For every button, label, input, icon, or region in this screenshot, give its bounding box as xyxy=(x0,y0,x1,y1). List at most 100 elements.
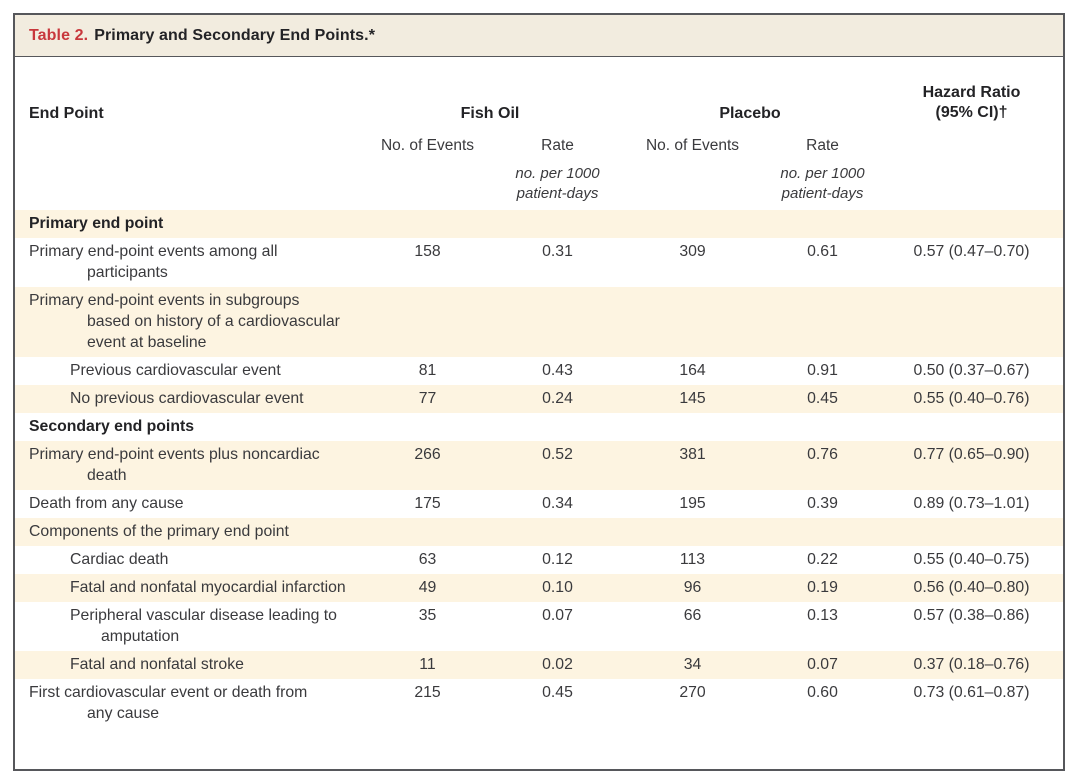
endpoint-label: Death from any cause xyxy=(29,495,184,512)
fish-oil-rate-cell: 0.31 xyxy=(542,243,573,260)
hazard-ratio-line1: Hazard Ratio xyxy=(922,84,1021,101)
placebo-events-cell: 195 xyxy=(679,495,706,512)
placebo-rate-cell: 0.19 xyxy=(807,579,838,596)
placebo-rate-header: Rate xyxy=(806,137,839,154)
endpoint-cell: Primary end point xyxy=(15,213,360,234)
hazard-ratio-cell: 0.55 (0.40–0.76) xyxy=(913,390,1030,407)
spacer xyxy=(360,164,495,204)
header-group-row: End Point Fish Oil Placebo Hazard Ratio … xyxy=(15,83,1063,123)
endpoint-cell: First cardiovascular event or death from… xyxy=(15,682,360,724)
endpoint-cell: Primary end-point events plus noncardiac… xyxy=(15,444,360,486)
table-body: Primary end point Primary end-point even… xyxy=(15,210,1063,769)
table-row: Peripheral vascular disease leading to a… xyxy=(15,602,1063,651)
endpoint-label: Components of the primary end point xyxy=(29,523,289,540)
table-row: Fatal and nonfatal stroke 11 0.02 34 0.0… xyxy=(15,651,1063,679)
table-row: Secondary end points xyxy=(15,413,1063,441)
fish-oil-rate-cell: 0.34 xyxy=(542,495,573,512)
fish-oil-rate-cell: 0.52 xyxy=(542,446,573,463)
spacer xyxy=(15,164,360,204)
hazard-ratio-cell: 0.77 (0.65–0.90) xyxy=(913,446,1030,463)
hazard-ratio-cell: 0.56 (0.40–0.80) xyxy=(913,579,1030,596)
endpoint-cell: Fatal and nonfatal stroke xyxy=(15,654,360,675)
fish-oil-rate-cell: 0.24 xyxy=(542,390,573,407)
fish-oil-events-header: No. of Events xyxy=(380,137,475,154)
placebo-events-cell: 34 xyxy=(683,656,702,673)
table-row: No previous cardiovascular event 77 0.24… xyxy=(15,385,1063,413)
table-row: Previous cardiovascular event 81 0.43 16… xyxy=(15,357,1063,385)
placebo-events-cell: 381 xyxy=(679,446,706,463)
endpoint-label: Primary end-point events in subgroups ba… xyxy=(29,292,340,351)
endpoint-cell: Primary end-point events among all parti… xyxy=(15,241,360,283)
placebo-rate-cell: 0.61 xyxy=(807,243,838,260)
table-header: End Point Fish Oil Placebo Hazard Ratio … xyxy=(15,57,1063,210)
endpoint-label: Cardiac death xyxy=(70,551,169,568)
fish-oil-rate-cell: 0.07 xyxy=(542,607,573,624)
fish-oil-events-cell: 266 xyxy=(414,446,441,463)
placebo-events-cell: 66 xyxy=(683,607,702,624)
table-title-bar: Table 2. Primary and Secondary End Point… xyxy=(15,15,1063,57)
endpoint-cell: Cardiac death xyxy=(15,549,360,570)
endpoint-label: Primary end-point events among all parti… xyxy=(29,243,278,281)
placebo-events-header: No. of Events xyxy=(645,137,740,154)
header-units-row: no. per 1000 patient-days no. per 1000 p… xyxy=(15,164,1063,204)
endpoint-cell: Components of the primary end point xyxy=(15,521,360,542)
placebo-events-cell: 113 xyxy=(679,551,706,568)
endpoint-cell: Death from any cause xyxy=(15,493,360,514)
placebo-rate-cell: 0.76 xyxy=(807,446,838,463)
endpoint-label: Peripheral vascular disease leading to a… xyxy=(70,607,337,645)
fish-oil-events-cell: 77 xyxy=(418,390,437,407)
fish-oil-rate-cell: 0.10 xyxy=(542,579,573,596)
col-header-hazard-ratio: Hazard Ratio (95% CI)† xyxy=(880,83,1063,123)
header-subcolumn-row: No. of Events Rate No. of Events Rate xyxy=(15,137,1063,155)
fish-oil-rate-cell: 0.12 xyxy=(542,551,573,568)
spacer xyxy=(880,164,1063,204)
hazard-ratio-line2: (95% CI)† xyxy=(935,104,1008,121)
table-title-text: Primary and Secondary End Points.* xyxy=(94,26,376,44)
fish-oil-events-cell: 158 xyxy=(414,243,441,260)
placebo-rate-cell: 0.45 xyxy=(807,390,838,407)
fish-oil-events-cell: 215 xyxy=(414,684,441,701)
fish-oil-rate-header: Rate xyxy=(541,137,574,154)
col-header-fish-oil: Fish Oil xyxy=(460,105,520,122)
endpoint-cell: Peripheral vascular disease leading to a… xyxy=(15,605,360,647)
hazard-ratio-cell: 0.57 (0.38–0.86) xyxy=(913,607,1030,624)
endpoint-label: Primary end-point events plus noncardiac… xyxy=(29,446,320,484)
placebo-rate-cell: 0.07 xyxy=(807,656,838,673)
hazard-ratio-cell: 0.50 (0.37–0.67) xyxy=(913,362,1030,379)
endpoint-label: First cardiovascular event or death from… xyxy=(29,684,308,722)
col-header-placebo: Placebo xyxy=(719,105,781,122)
placebo-events-cell: 145 xyxy=(679,390,706,407)
table-row: First cardiovascular event or death from… xyxy=(15,679,1063,728)
table-row: Cardiac death 63 0.12 113 0.22 0.55 (0.4… xyxy=(15,546,1063,574)
fish-oil-events-cell: 11 xyxy=(419,656,436,673)
endpoint-label: No previous cardiovascular event xyxy=(70,390,304,407)
table-row: Components of the primary end point xyxy=(15,518,1063,546)
table-number-label: Table 2. xyxy=(29,26,89,44)
spacer xyxy=(620,164,765,204)
hazard-ratio-cell: 0.55 (0.40–0.75) xyxy=(913,551,1030,568)
placebo-rate-cell: 0.39 xyxy=(807,495,838,512)
placebo-rate-cell: 0.60 xyxy=(807,684,838,701)
fish-oil-rate-cell: 0.43 xyxy=(542,362,573,379)
placebo-events-cell: 309 xyxy=(679,243,706,260)
fish-oil-events-cell: 63 xyxy=(418,551,437,568)
endpoint-cell: Previous cardiovascular event xyxy=(15,360,360,381)
spacer xyxy=(15,137,360,155)
endpoint-label: Secondary end points xyxy=(29,418,195,435)
table-row: Fatal and nonfatal myocardial infarction… xyxy=(15,574,1063,602)
endpoint-cell: Fatal and nonfatal myocardial infarction xyxy=(15,577,360,598)
placebo-rate-cell: 0.13 xyxy=(807,607,838,624)
placebo-events-cell: 96 xyxy=(683,579,702,596)
endpoint-label: Previous cardiovascular event xyxy=(70,362,281,379)
fish-oil-events-cell: 81 xyxy=(418,362,437,379)
hazard-ratio-cell: 0.37 (0.18–0.76) xyxy=(913,656,1030,673)
endpoint-label: Primary end point xyxy=(29,215,164,232)
fish-oil-rate-units: no. per 1000 patient-days xyxy=(515,165,600,202)
endpoint-label: Fatal and nonfatal myocardial infarction xyxy=(70,579,346,596)
endpoint-cell: Primary end-point events in subgroups ba… xyxy=(15,290,360,353)
table-row: Primary end point xyxy=(15,210,1063,238)
endpoints-table: Table 2. Primary and Secondary End Point… xyxy=(13,13,1065,771)
placebo-events-cell: 164 xyxy=(679,362,706,379)
spacer xyxy=(880,137,1063,155)
